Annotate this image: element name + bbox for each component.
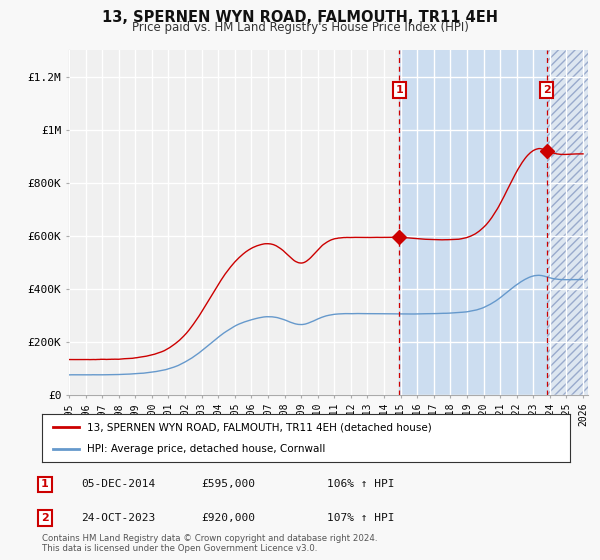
Text: 05-DEC-2014: 05-DEC-2014: [81, 479, 155, 489]
Bar: [547, 50, 592, 395]
Text: £595,000: £595,000: [201, 479, 255, 489]
Text: HPI: Average price, detached house, Cornwall: HPI: Average price, detached house, Corn…: [87, 444, 325, 454]
Text: £920,000: £920,000: [201, 513, 255, 523]
Bar: [547, 50, 592, 395]
Text: 24-OCT-2023: 24-OCT-2023: [81, 513, 155, 523]
Bar: [400, 50, 547, 395]
Text: Contains HM Land Registry data © Crown copyright and database right 2024.
This d: Contains HM Land Registry data © Crown c…: [42, 534, 377, 553]
Text: 13, SPERNEN WYN ROAD, FALMOUTH, TR11 4EH: 13, SPERNEN WYN ROAD, FALMOUTH, TR11 4EH: [102, 10, 498, 25]
Text: 2: 2: [41, 513, 49, 523]
Text: 2: 2: [543, 85, 551, 95]
Text: 106% ↑ HPI: 106% ↑ HPI: [327, 479, 395, 489]
Text: Price paid vs. HM Land Registry's House Price Index (HPI): Price paid vs. HM Land Registry's House …: [131, 21, 469, 34]
Text: 1: 1: [41, 479, 49, 489]
Text: 107% ↑ HPI: 107% ↑ HPI: [327, 513, 395, 523]
Text: 13, SPERNEN WYN ROAD, FALMOUTH, TR11 4EH (detached house): 13, SPERNEN WYN ROAD, FALMOUTH, TR11 4EH…: [87, 422, 431, 432]
Text: 1: 1: [395, 85, 403, 95]
